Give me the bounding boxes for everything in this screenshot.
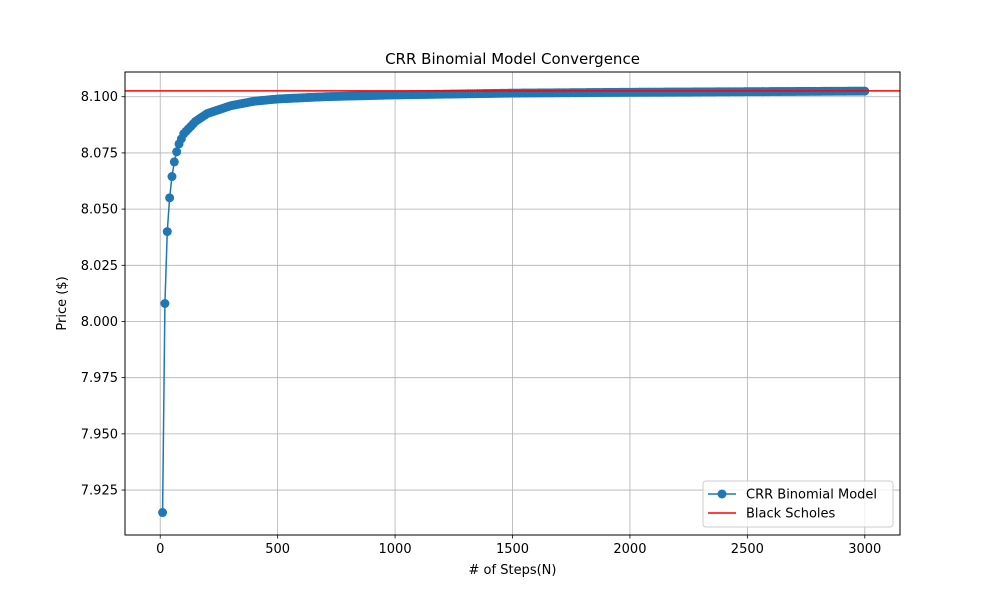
- crr-data-point: [162, 227, 172, 237]
- legend-crr-label: CRR Binomial Model: [746, 488, 877, 503]
- legend-crr-marker: [717, 489, 727, 499]
- x-tick-label: 1500: [496, 542, 529, 557]
- y-tick-label: 7.975: [81, 371, 118, 386]
- x-tick-label: 500: [265, 542, 290, 557]
- axis-ticks: 0 500 1000 1500 2000 2500 3000 7.925 7.950 7.975 8…: [81, 90, 882, 557]
- y-tick-label: 8.000: [81, 315, 118, 330]
- legend-box: [702, 480, 894, 528]
- x-tick-label: 0: [156, 542, 164, 557]
- y-tick-label: 8.075: [81, 146, 118, 161]
- x-tick-label: 2500: [731, 542, 764, 557]
- y-tick-label: 7.950: [81, 427, 118, 442]
- y-tick-label: 8.050: [81, 203, 118, 218]
- crr-data-point: [167, 172, 177, 182]
- crr-data-point: [169, 157, 179, 167]
- chart-title: CRR Binomial Model Convergence: [385, 50, 640, 68]
- y-axis-label: Price ($): [55, 276, 70, 330]
- legend-black-scholes-label: Black Scholes: [746, 507, 836, 522]
- crr-data-point: [160, 299, 170, 308]
- y-tick-label: 8.025: [81, 259, 118, 274]
- x-axis-label: # of Steps(N): [469, 563, 557, 578]
- crr-data-point: [172, 147, 182, 157]
- series-layer: [125, 86, 900, 518]
- x-tick-label: 3000: [848, 542, 881, 557]
- crr-data-point: [165, 193, 175, 203]
- y-tick-label: 7.925: [81, 484, 118, 499]
- x-tick-label: 2000: [613, 542, 646, 557]
- y-tick-label: 8.100: [81, 90, 118, 105]
- x-tick-label: 1000: [379, 542, 412, 557]
- legend: CRR Binomial Model Black Scholes: [702, 480, 894, 528]
- crr-data-point: [158, 508, 168, 518]
